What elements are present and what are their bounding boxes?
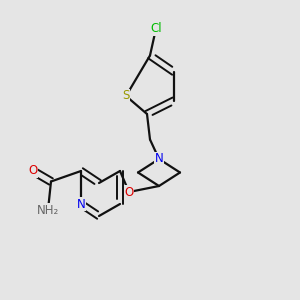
Text: NH₂: NH₂ bbox=[37, 203, 59, 217]
Text: N: N bbox=[76, 197, 85, 211]
Text: O: O bbox=[124, 185, 134, 199]
Text: Cl: Cl bbox=[150, 22, 162, 35]
Text: O: O bbox=[28, 164, 38, 178]
Text: S: S bbox=[122, 89, 130, 103]
Text: N: N bbox=[154, 152, 164, 166]
